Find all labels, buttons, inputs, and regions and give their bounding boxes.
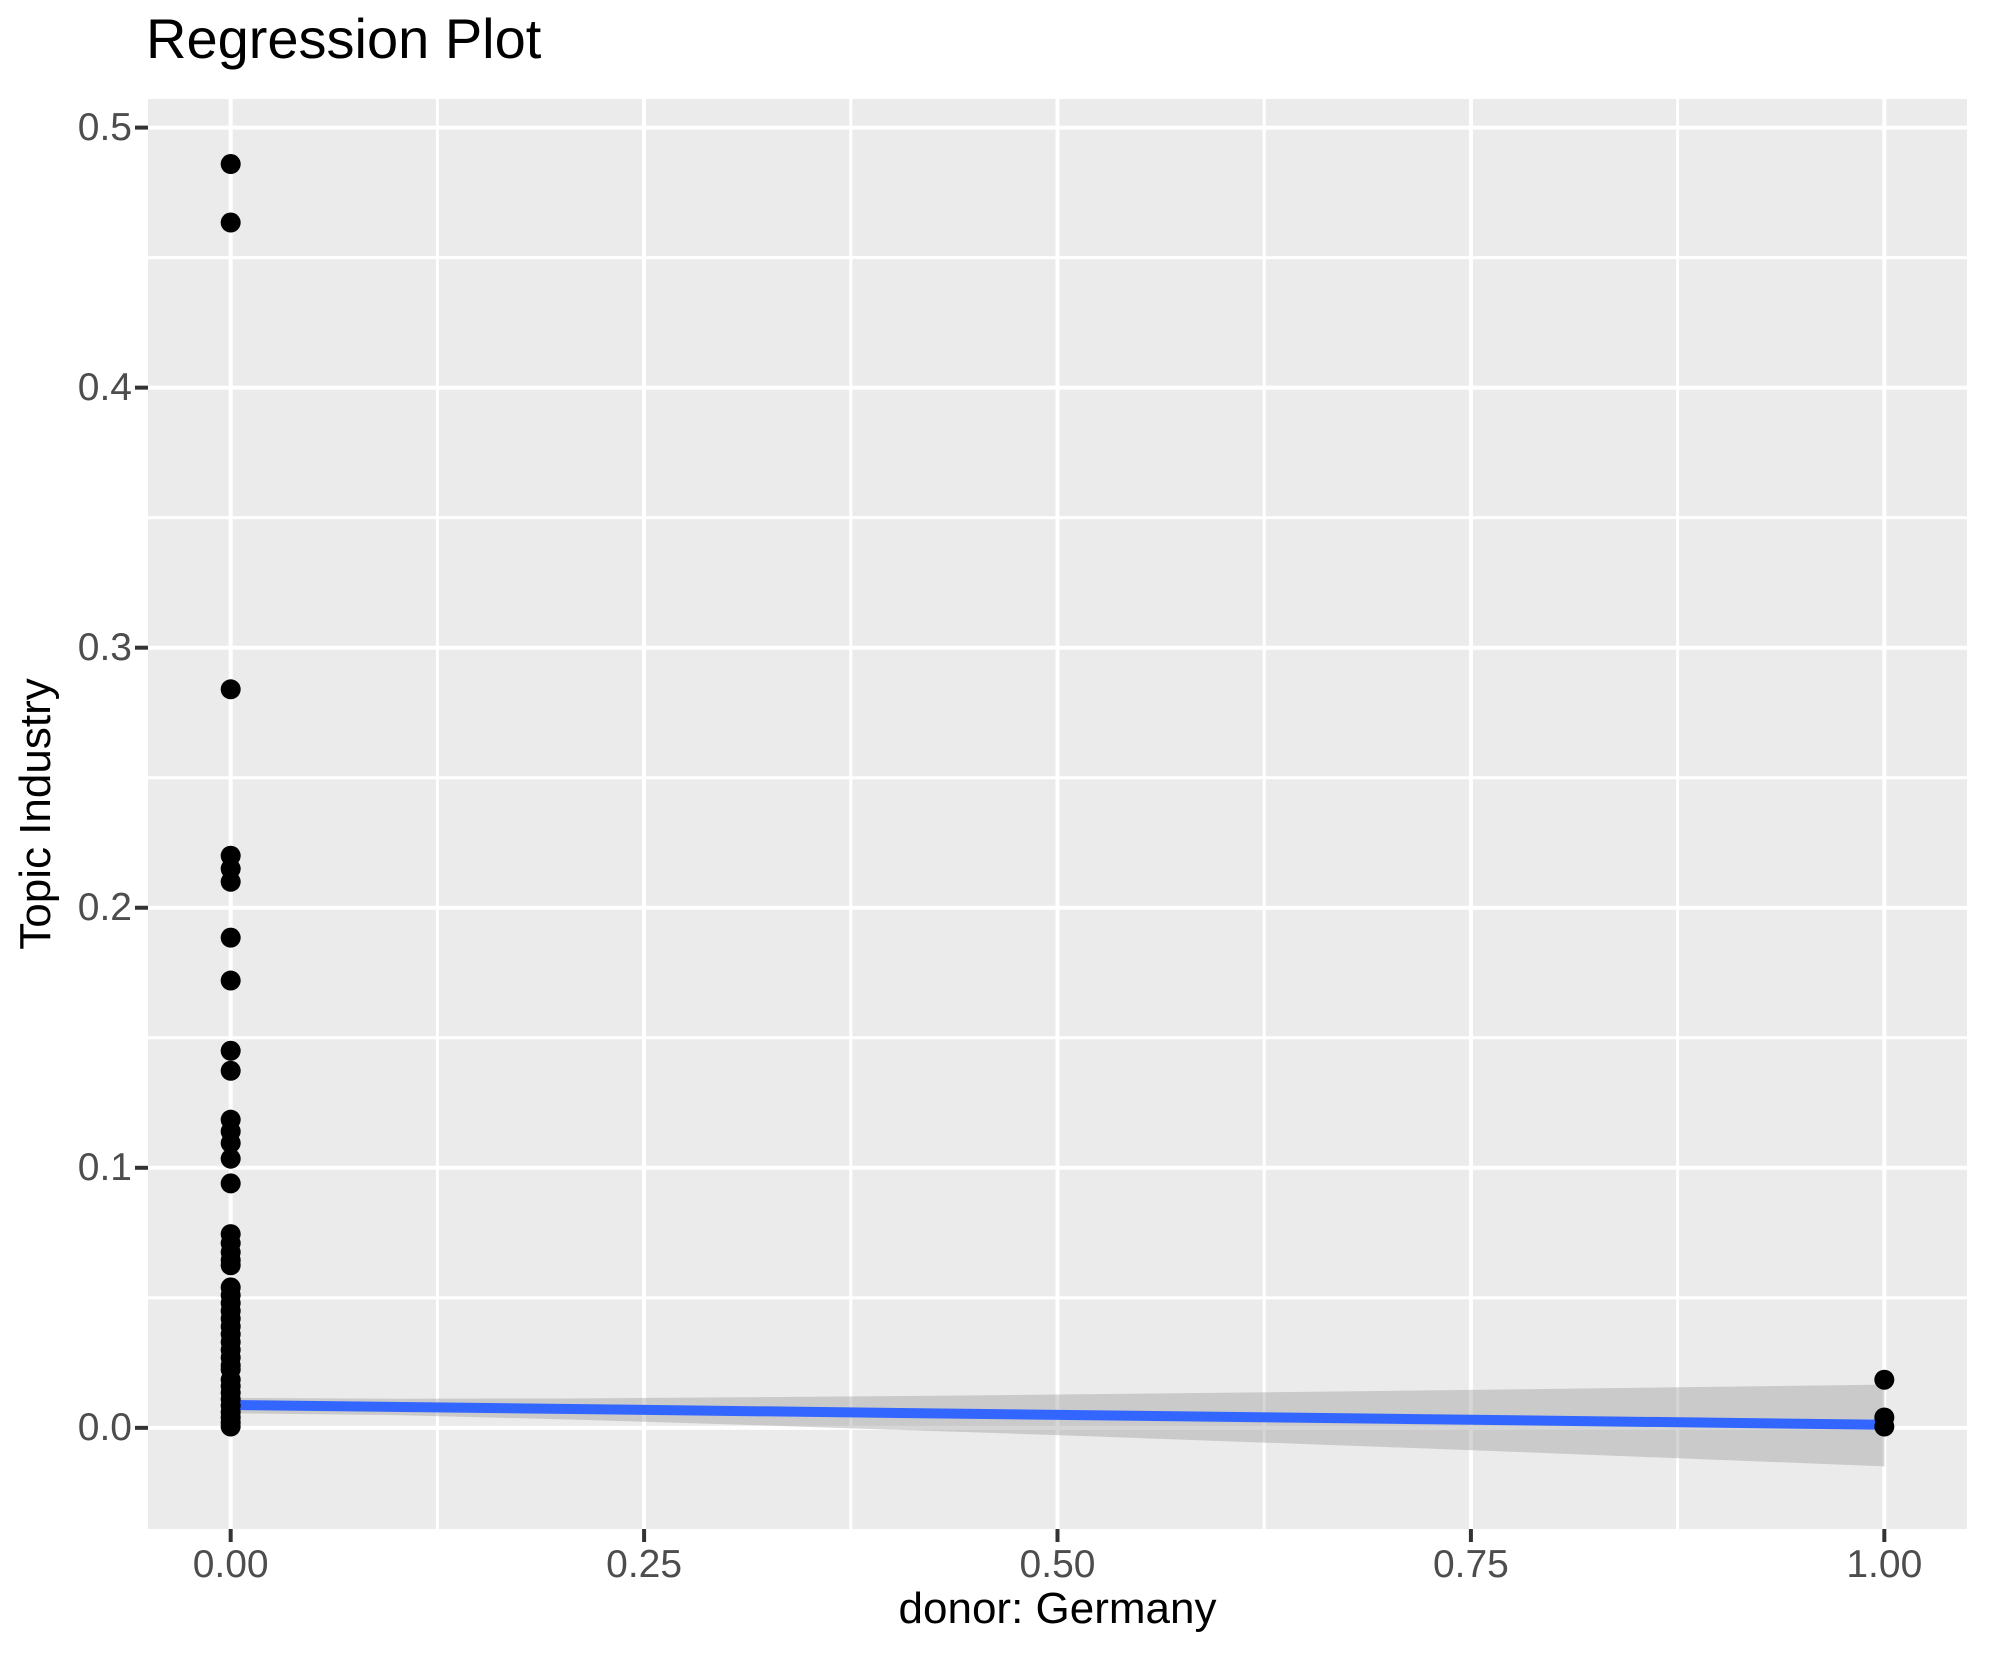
data-point	[220, 212, 241, 233]
y-tick-label: 0.2	[77, 885, 132, 929]
y-axis-title: Topic Industry	[11, 678, 60, 950]
data-point	[220, 1060, 241, 1081]
data-point	[220, 1173, 241, 1194]
data-point	[1874, 1369, 1895, 1390]
plot-title: Regression Plot	[146, 7, 542, 70]
data-point	[220, 1416, 241, 1437]
x-tick-label: 1.00	[1846, 1543, 1923, 1586]
x-tick-label: 0.50	[1019, 1543, 1096, 1586]
x-axis-title: donor: Germany	[898, 1584, 1217, 1633]
y-tick-label: 0.5	[77, 105, 132, 149]
data-point	[220, 1133, 241, 1154]
x-tick-label: 0.25	[606, 1543, 683, 1586]
data-point	[220, 1040, 241, 1061]
data-point	[220, 871, 241, 892]
data-point	[220, 970, 241, 991]
regression-line	[230, 1399, 1885, 1430]
x-tick-label: 0.00	[192, 1543, 269, 1586]
y-tick-label: 0.1	[77, 1145, 132, 1189]
data-point	[220, 927, 241, 948]
data-point	[220, 1148, 241, 1169]
data-point	[220, 154, 241, 175]
x-tick-label: 0.75	[1432, 1543, 1509, 1586]
y-tick-label: 0.0	[77, 1405, 132, 1449]
data-point	[220, 1255, 241, 1276]
y-tick-label: 0.3	[77, 625, 132, 669]
data-point	[1874, 1416, 1895, 1437]
y-tick-label: 0.4	[77, 365, 132, 409]
data-point	[220, 679, 241, 700]
